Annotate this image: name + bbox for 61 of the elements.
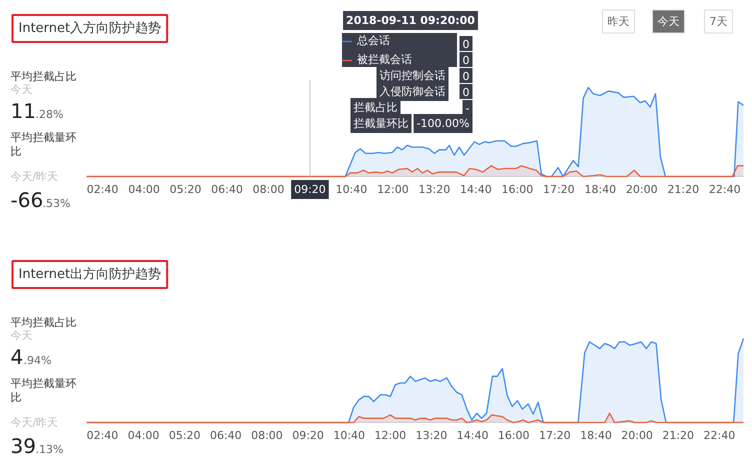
chart-title: Internet入方向防护趋势: [18, 20, 162, 36]
text: 今天/昨天: [10, 170, 58, 183]
chart-title: Internet出方向防护趋势: [18, 266, 162, 282]
x-tick-label: 10:40: [336, 183, 368, 196]
text: 平均拦截量环比: [10, 130, 76, 158]
text: 0: [462, 70, 470, 83]
x-tick-label: 16:00: [498, 429, 530, 442]
text: 11.28%: [10, 99, 64, 123]
text: 7天: [710, 15, 728, 28]
text: 平均拦截量环比: [10, 376, 76, 404]
text: 今天: [10, 329, 32, 342]
x-tick-label: 20:00: [621, 429, 653, 442]
text: 平均拦截占比: [10, 70, 76, 83]
x-tick-label: 12:00: [377, 183, 409, 196]
x-tick-label: 10:40: [333, 429, 366, 442]
x-tick-label: 14:40: [456, 429, 488, 442]
x-tick-label: 18:40: [580, 429, 612, 442]
text: 0: [462, 38, 470, 51]
x-tick-label: 17:20: [542, 183, 575, 196]
text: 访问控制会话: [380, 69, 446, 82]
annotation: -: [466, 102, 470, 115]
text: 昨天: [608, 15, 630, 28]
x-tick-label: 02:40: [86, 183, 118, 196]
x-tick-label: 20:00: [626, 183, 658, 196]
x-tick-label: 16:00: [501, 183, 534, 196]
x-tick-label: 02:40: [86, 429, 118, 442]
text: 平均拦截占比: [10, 316, 76, 329]
legend-label: 总会话: [357, 33, 391, 48]
annotation: 拦截量环比: [354, 117, 408, 130]
x-tick-label: 22:40: [704, 429, 736, 442]
x-tick-label: 21:20: [662, 429, 694, 442]
text: 0: [462, 54, 470, 67]
x-tick-label: 08:00: [251, 429, 283, 442]
text: 今天/昨天: [10, 416, 58, 429]
x-tick-label: 04:00: [128, 183, 160, 196]
annotation: 入侵防御会话: [380, 85, 446, 98]
x-tick-label: 06:40: [210, 429, 242, 442]
x-tick-label: 14:40: [460, 183, 492, 196]
x-tick-label: 22:40: [708, 183, 741, 196]
annotation: 拦截占比: [354, 101, 398, 114]
text: 39.13%: [10, 434, 64, 457]
text: 2018-09-11 09:20:00: [346, 14, 476, 27]
x-tick-label: 21:20: [667, 183, 700, 196]
text: 今天: [10, 83, 32, 96]
x-tick-label: 05:20: [168, 429, 201, 442]
annotation: -100.00%: [416, 117, 470, 130]
x-tick-label: 04:00: [128, 429, 160, 442]
annotation: 0: [462, 86, 470, 99]
x-tick-label: 12:00: [374, 429, 406, 442]
x-tick-label: 06:40: [211, 183, 243, 196]
text: -66.53%: [10, 188, 70, 212]
x-tick-label: 17:20: [538, 429, 571, 442]
x-tick-label: 08:00: [252, 183, 284, 196]
x-tick-label: 05:20: [170, 183, 202, 196]
x-tick-label: 13:20: [416, 429, 448, 442]
text: 4.94%: [10, 345, 52, 369]
x-tick-label: 09:20: [292, 429, 324, 442]
x-tick-label: 18:40: [584, 183, 616, 196]
legend-label: 被拦截会话: [357, 52, 413, 67]
text: 今天: [658, 15, 680, 28]
x-tick-label: 13:20: [418, 183, 450, 196]
